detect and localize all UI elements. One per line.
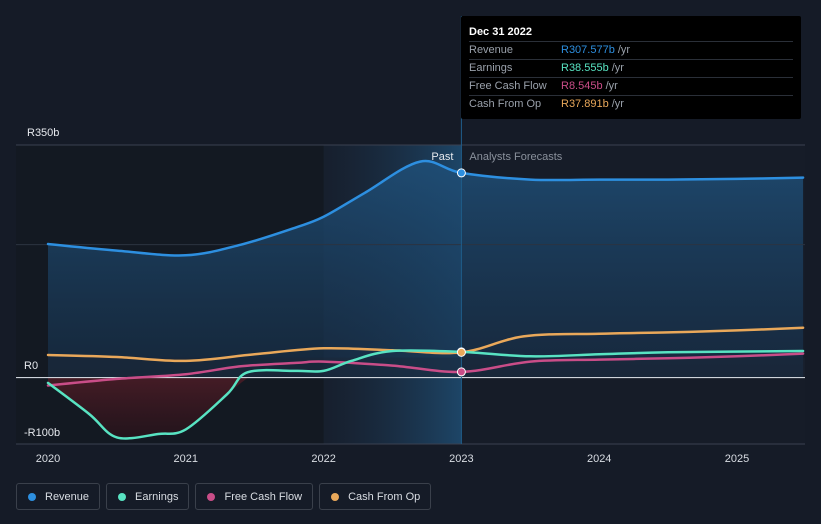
x-axis-tick: 2023	[449, 453, 473, 465]
tooltip-row-value: R37.891b	[561, 98, 609, 110]
y-axis-label: -R100b	[24, 427, 60, 439]
legend-label: Revenue	[45, 490, 90, 503]
tooltip-row-value: R8.545b	[561, 80, 603, 92]
tooltip-row-unit: /yr	[611, 98, 624, 110]
marker-cfo	[456, 347, 466, 357]
tooltip-date: Dec 31 2022	[469, 26, 532, 38]
legend: Revenue Earnings Free Cash Flow Cash From O…	[16, 483, 432, 510]
tooltip-row: Free Cash Flow R8.545b/yr	[469, 77, 793, 95]
x-axis-tick: 2022	[311, 453, 335, 465]
tooltip: Dec 31 2022 Revenue R307.577b/yr Earnings R…	[461, 16, 801, 119]
lower-band	[48, 357, 805, 378]
legend-item-revenue[interactable]: Revenue	[16, 483, 101, 510]
x-axis-tick: 2021	[174, 453, 198, 465]
series-line-revenue	[46, 159, 805, 257]
tooltip-row-unit: /yr	[605, 80, 618, 92]
tooltip-row-unit: /yr	[611, 62, 624, 74]
legend-item-cash-from-op[interactable]: Cash From Op	[319, 483, 432, 510]
marker-revenue	[456, 168, 466, 178]
series-line-fcf	[46, 352, 805, 387]
series-line-cfo	[46, 326, 805, 363]
tooltip-row-label: Revenue	[469, 44, 514, 56]
earnings-negative-area	[48, 377, 248, 439]
past-label: Past	[431, 151, 453, 163]
series-line-earnings	[46, 349, 805, 440]
tooltip-row: Earnings R38.555b/yr	[469, 59, 793, 77]
legend-item-free-cash-flow[interactable]: Free Cash Flow	[195, 483, 314, 510]
legend-dot-icon	[28, 492, 36, 501]
legend-dot-icon	[118, 492, 127, 501]
marker-fcf	[456, 367, 466, 377]
legend-item-earnings[interactable]: Earnings	[106, 483, 190, 510]
x-axis-tick: 2020	[36, 453, 60, 465]
tooltip-row-label: Earnings	[469, 62, 513, 74]
forecast-label: Analysts Forecasts	[469, 151, 562, 163]
tooltip-row-value: R38.555b	[561, 62, 609, 74]
tooltip-row-value: R307.577b	[561, 44, 615, 56]
tooltip-row-label: Cash From Op	[469, 98, 542, 110]
tooltip-row-label: Free Cash Flow	[469, 80, 547, 92]
legend-label: Free Cash Flow	[224, 490, 303, 503]
tooltip-row: Revenue R307.577b/yr	[469, 41, 793, 59]
legend-dot-icon	[207, 492, 216, 501]
y-axis-label: R0	[24, 360, 38, 372]
x-axis-tick: 2025	[725, 453, 749, 465]
x-axis-tick: 2024	[587, 453, 611, 465]
y-axis-label: R350b	[27, 127, 59, 139]
tooltip-row-unit: /yr	[617, 44, 631, 56]
legend-dot-icon	[331, 492, 340, 501]
legend-label: Earnings	[135, 490, 179, 503]
legend-label: Cash From Op	[348, 490, 421, 503]
tooltip-row: Cash From Op R37.891b/yr	[469, 95, 793, 113]
revenue-area	[48, 161, 804, 378]
